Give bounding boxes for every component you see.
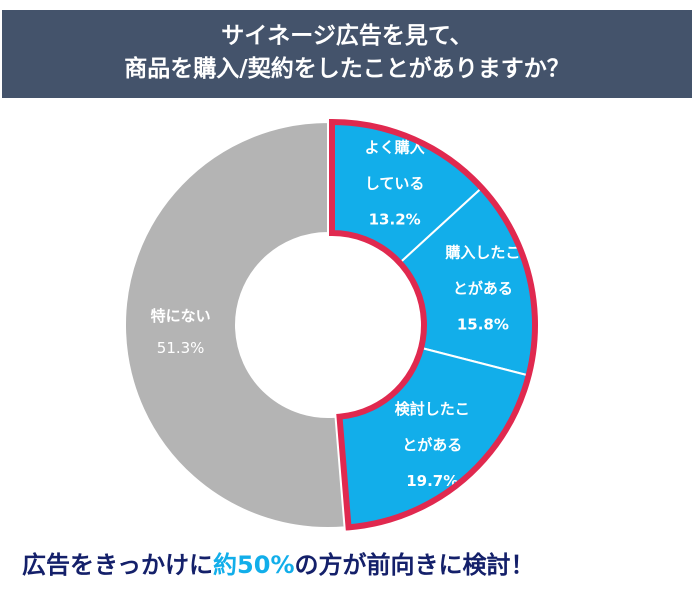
slice-label-0: 13.2% xyxy=(369,211,421,229)
footer-highlight: 約50% xyxy=(213,551,295,579)
title-line-2: 商品を購入/契約をしたことがありますか？ xyxy=(124,56,570,82)
footer-text-1: 広告をきっかけに xyxy=(22,551,214,579)
footer-message: 広告をきっかけに約50%の方が前向きに検討！ xyxy=(22,545,535,580)
slice-3 xyxy=(124,120,346,529)
slice-label-2: とがある xyxy=(402,436,462,454)
title-line-1: サイネージ広告を見て、 xyxy=(221,23,473,49)
highlight-border xyxy=(329,118,538,531)
slice-label-1: 購入したこ xyxy=(444,243,520,261)
slice-label-0: している xyxy=(365,175,425,193)
slice-label-1: 15.8% xyxy=(457,315,509,333)
slice-label-1: とがある xyxy=(453,279,513,297)
slice-label-2: 19.7% xyxy=(406,472,458,490)
slice-label-2: 検討したこ xyxy=(395,400,470,418)
footer-text-2: の方が前向きに検討！ xyxy=(294,551,535,579)
slice-label-0: よく購入 xyxy=(365,139,425,157)
donut-chart: よく購入している13.2%購入したことがある15.8%検討したことがある19.7… xyxy=(124,118,538,531)
slice-label-3: 51.3% xyxy=(157,339,205,357)
chart-title: サイネージ広告を見て、 商品を購入/契約をしたことがありますか？ xyxy=(2,10,692,98)
slice-label-3: 特にない xyxy=(151,307,211,325)
